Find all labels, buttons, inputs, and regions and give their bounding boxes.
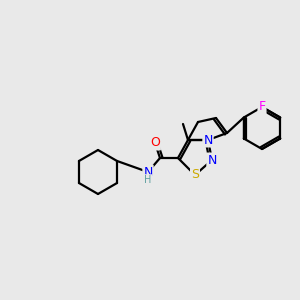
Text: N: N: [143, 166, 153, 178]
Text: N: N: [203, 134, 213, 146]
Text: O: O: [150, 136, 160, 149]
Text: F: F: [258, 100, 266, 113]
Text: H: H: [144, 175, 152, 185]
Text: N: N: [207, 154, 217, 166]
Text: S: S: [191, 169, 199, 182]
